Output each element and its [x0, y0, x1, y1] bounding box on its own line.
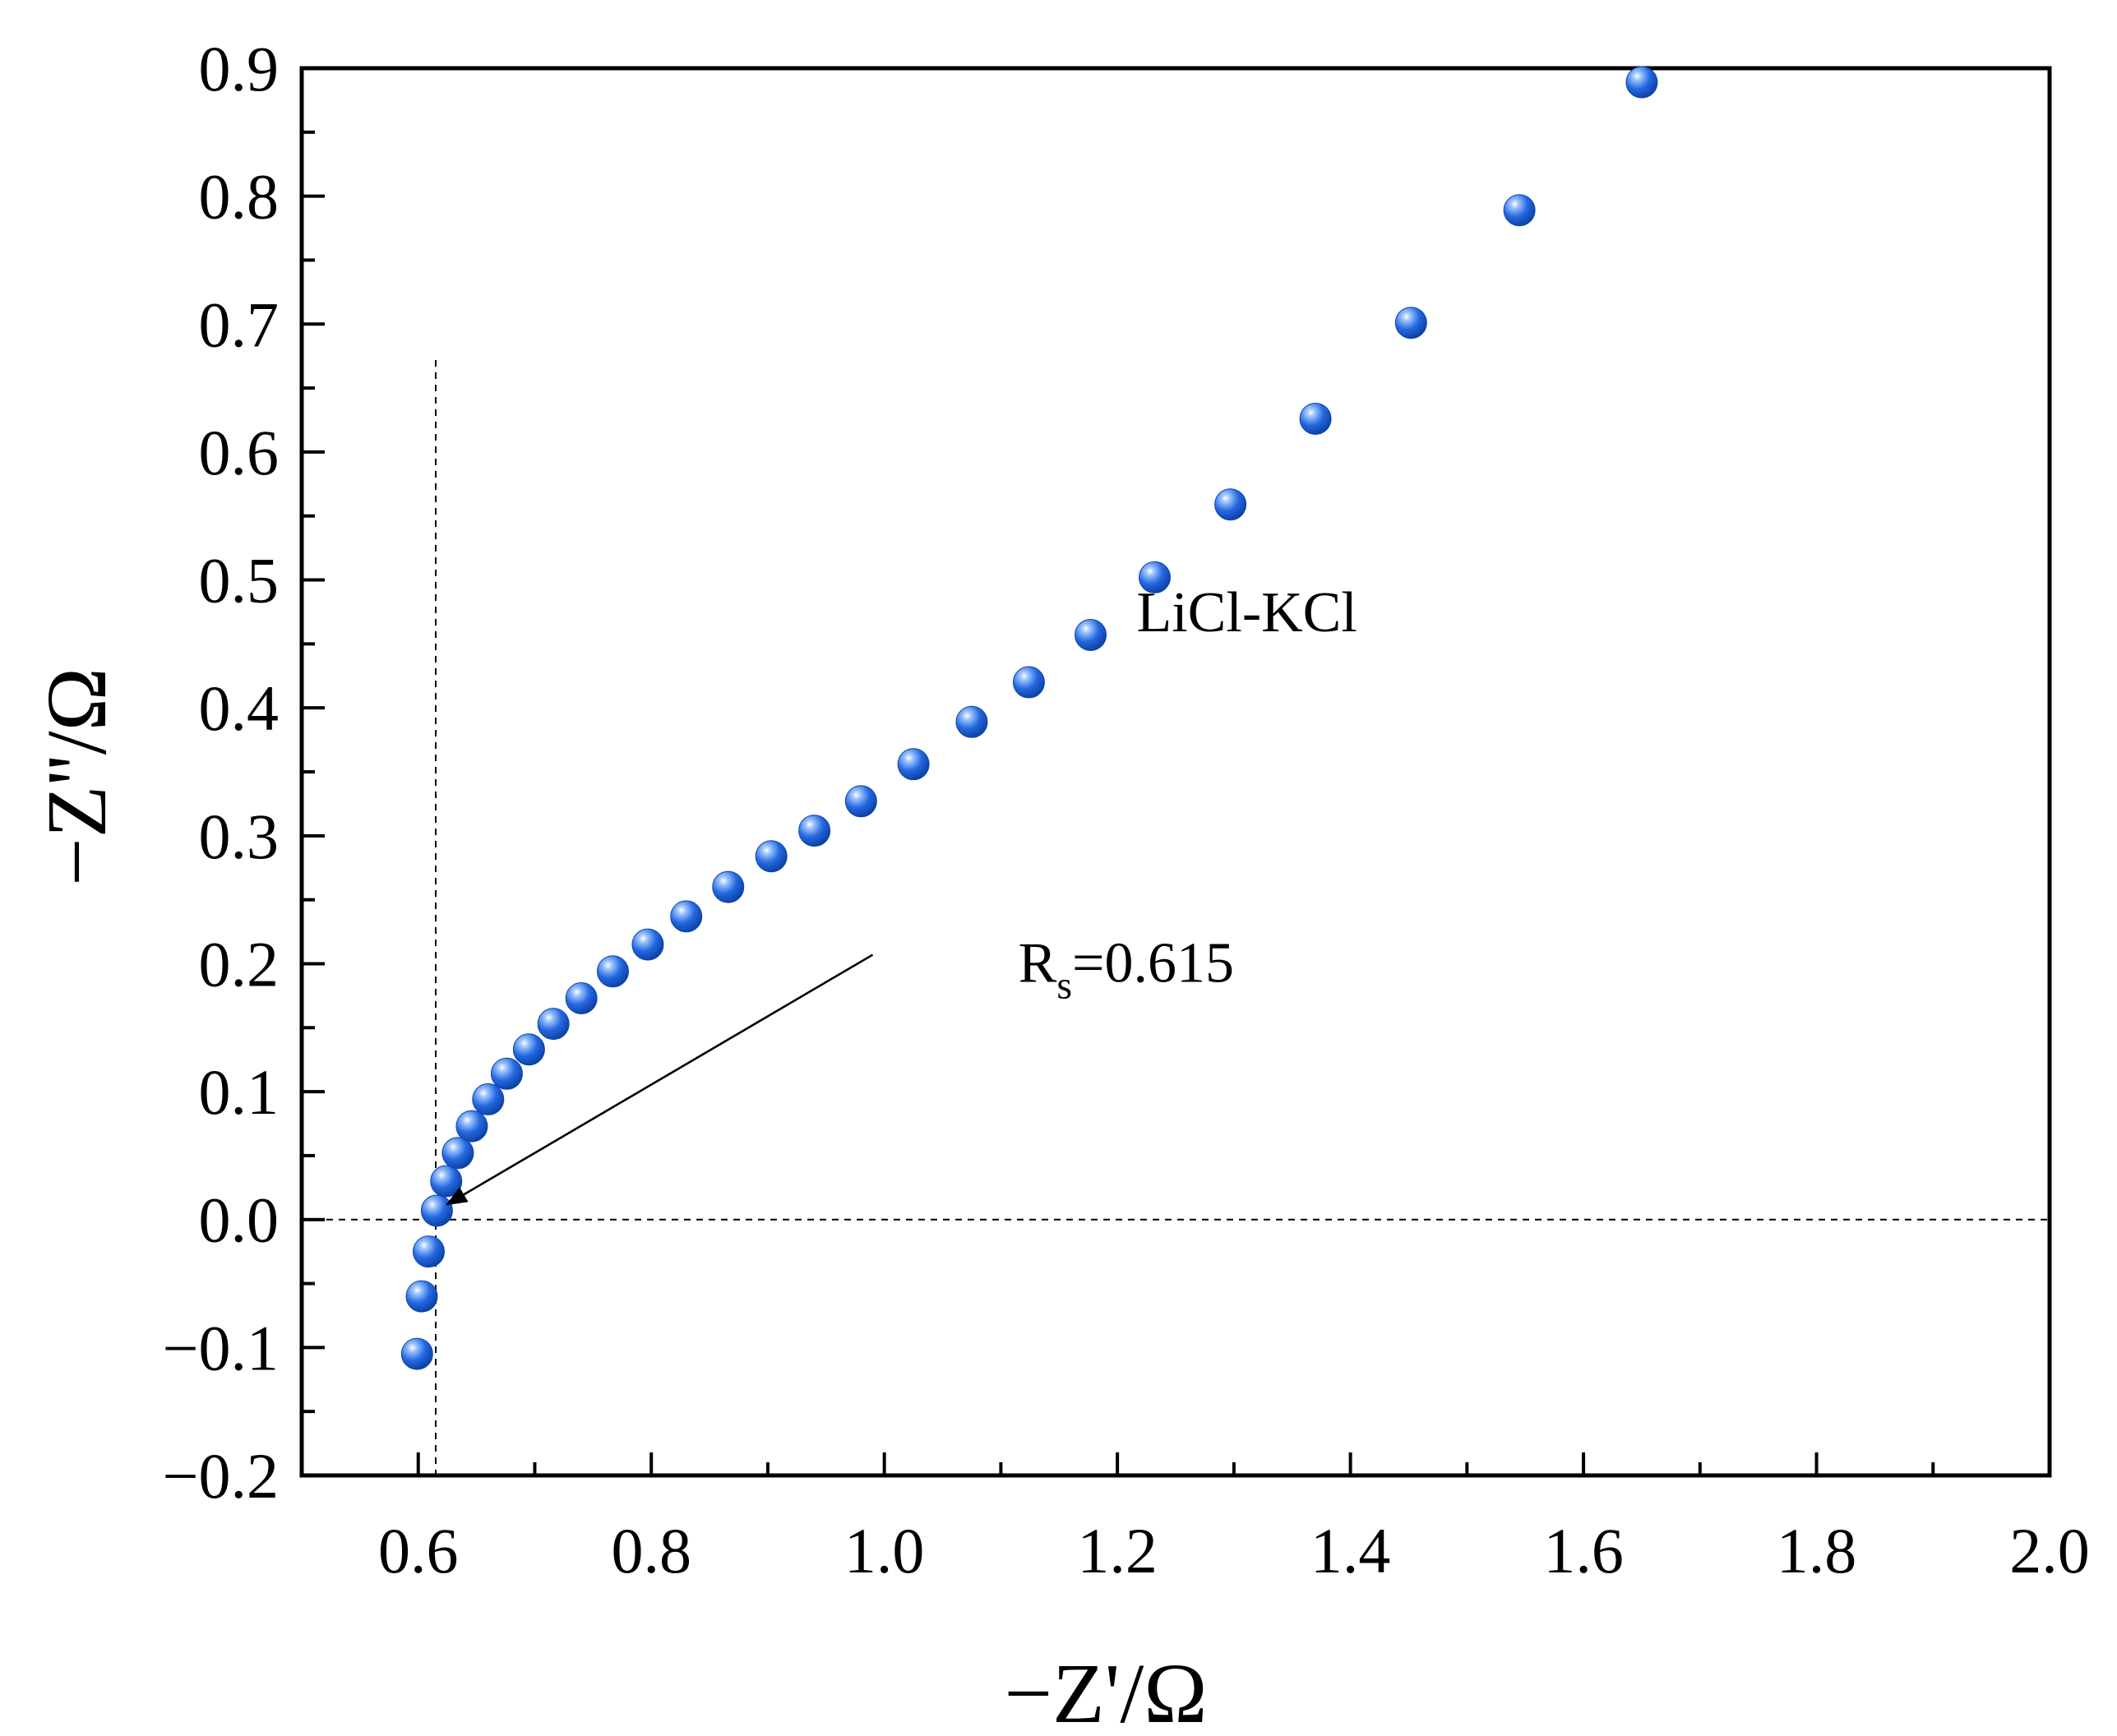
data-point — [755, 840, 788, 873]
x-tick-label: 2.0 — [2009, 1515, 2090, 1586]
data-point — [844, 785, 877, 818]
data-point — [1075, 618, 1107, 651]
series-label: LiCl-KCl — [1136, 581, 1357, 644]
data-point — [405, 1280, 438, 1313]
data-point — [512, 1033, 545, 1066]
data-point — [412, 1235, 445, 1268]
rs-symbol: R — [1019, 931, 1057, 995]
rs-annotation: Rs=0.615 — [1019, 931, 1234, 1007]
x-tick-label: 1.0 — [844, 1515, 925, 1586]
y-tick-label: 0.1 — [199, 1056, 280, 1128]
data-point — [1214, 488, 1247, 521]
x-axis-title: −Z'/Ω — [1004, 1646, 1207, 1736]
rs-subscript: s — [1056, 963, 1072, 1007]
plot-frame — [299, 66, 2052, 1478]
x-tick-label: 1.6 — [1543, 1515, 1624, 1586]
data-point — [420, 1194, 453, 1227]
y-tick-label: 0.2 — [199, 928, 280, 1000]
data-point — [955, 705, 988, 738]
data-point — [455, 1110, 488, 1143]
data-point — [537, 1008, 570, 1041]
y-tick-label: 0.4 — [199, 672, 280, 744]
rs-arrow — [445, 953, 874, 1206]
data-point — [1503, 194, 1536, 227]
data-point — [1138, 561, 1171, 593]
x-tick-label: 1.4 — [1310, 1515, 1391, 1586]
x-tick-label: 0.6 — [378, 1515, 459, 1586]
data-point — [798, 815, 831, 847]
data-points — [400, 66, 1658, 1370]
x-tick-label: 0.8 — [611, 1515, 691, 1586]
y-tick-label: 0.5 — [199, 545, 280, 616]
data-point — [1394, 307, 1427, 339]
y-tick-label: 0.6 — [199, 417, 280, 488]
data-point — [472, 1083, 505, 1115]
data-point — [712, 870, 745, 903]
data-point — [1299, 402, 1332, 435]
y-tick-label: 0.3 — [199, 801, 280, 872]
x-tick-label: 1.8 — [1777, 1515, 1857, 1586]
data-point — [670, 900, 703, 933]
data-point — [565, 981, 598, 1014]
rs-value: =0.615 — [1072, 931, 1234, 995]
x-tick-label: 1.2 — [1077, 1515, 1158, 1586]
reference-lines — [302, 360, 2050, 1475]
data-point — [490, 1057, 523, 1090]
y-axis-title: −Z''/Ω — [30, 667, 124, 886]
data-point — [430, 1165, 463, 1198]
y-tick-label: 0.9 — [199, 33, 280, 104]
data-point — [441, 1137, 474, 1170]
x-axis-ticks: 0.6 0.8 1.0 1.2 1.4 1.6 1.8 2.0 — [300, 1452, 2090, 1586]
y-tick-label: −0.2 — [163, 1440, 280, 1512]
data-point — [400, 1337, 433, 1370]
axes — [299, 66, 2052, 1478]
data-point — [596, 955, 629, 988]
data-point — [1012, 666, 1045, 699]
y-tick-label: 0.7 — [199, 289, 280, 360]
data-point — [631, 928, 664, 961]
y-tick-label: −0.1 — [163, 1312, 280, 1383]
y-axis-ticks: −0.2 −0.1 0.0 0.1 0.2 0.3 0.4 0.5 0.6 0.7 0.8 0.9 — [163, 33, 325, 1512]
y-tick-label: 0.8 — [199, 161, 280, 233]
data-point — [1625, 66, 1658, 99]
y-tick-label: 0.0 — [199, 1184, 280, 1256]
data-point — [897, 748, 930, 781]
